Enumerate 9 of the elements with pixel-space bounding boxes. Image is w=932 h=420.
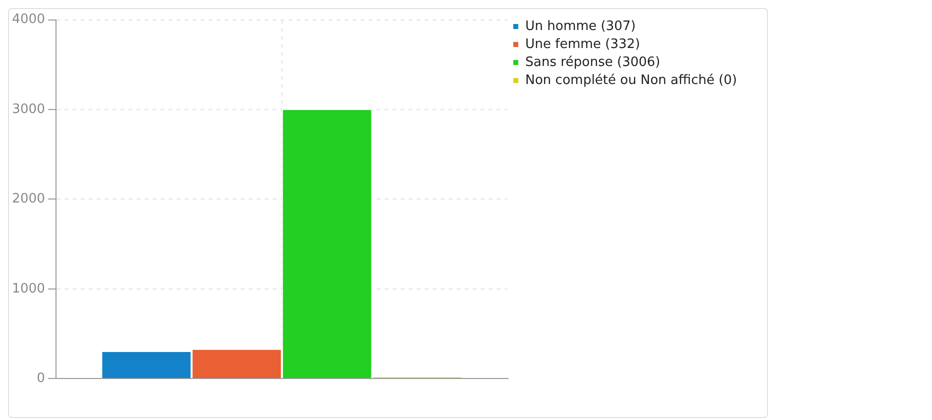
legend-label: Un homme (307) — [525, 18, 636, 34]
y-tick-label: 0 — [36, 370, 46, 386]
y-tick-label: 2000 — [12, 192, 46, 207]
y-tick-label: 3000 — [12, 102, 46, 117]
legend-label: Sans réponse (3006) — [525, 54, 660, 70]
y-tick-label: 4000 — [12, 12, 46, 28]
legend-label: Une femme (332) — [525, 36, 640, 52]
legend-label: Non complété ou Non affiché (0) — [525, 72, 738, 88]
y-tick-label: 1000 — [12, 281, 46, 296]
